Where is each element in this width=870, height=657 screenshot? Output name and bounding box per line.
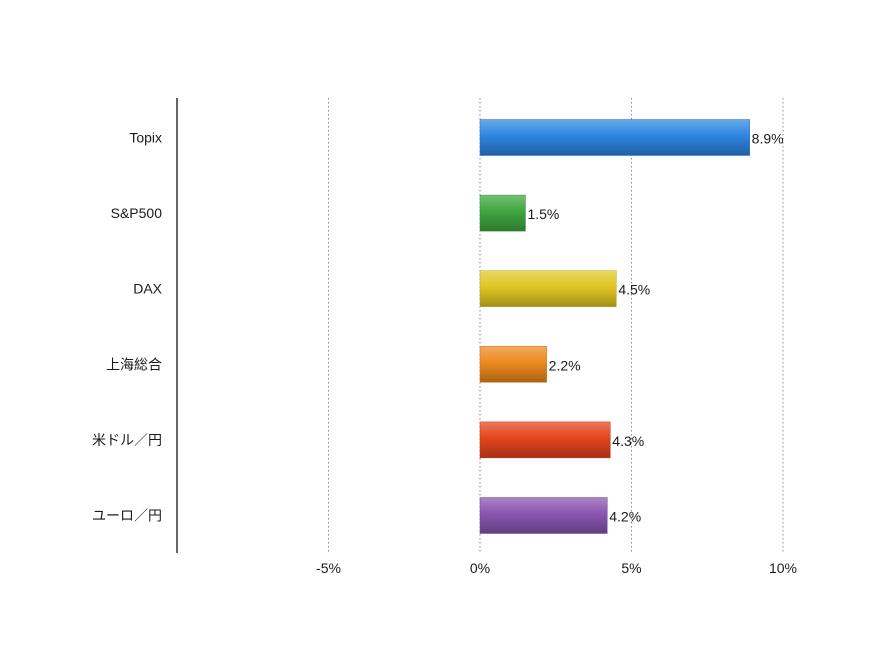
x-tick-label: 5% xyxy=(621,560,641,576)
value-label: 4.2% xyxy=(609,509,641,525)
value-label: 2.2% xyxy=(549,357,581,373)
value-label: 1.5% xyxy=(527,206,559,222)
category-label: 上海総合 xyxy=(106,356,162,372)
value-label: 8.9% xyxy=(752,131,784,147)
gridlines xyxy=(328,98,784,553)
category-label: Topix xyxy=(129,130,162,146)
x-tick-label: 10% xyxy=(769,560,797,576)
x-tick-label: -5% xyxy=(316,560,341,576)
category-label: DAX xyxy=(133,281,162,297)
bar xyxy=(479,497,608,534)
bar xyxy=(479,194,526,232)
bar xyxy=(479,270,617,307)
category-label: S&P500 xyxy=(111,205,163,221)
category-label: ユーロ／円 xyxy=(92,508,162,524)
value-label: 4.5% xyxy=(618,282,650,298)
bar xyxy=(479,119,750,156)
bar xyxy=(479,421,611,459)
labels: -5% 0% 5% 10% Topix 8.9% S&P500 1.5% DAX 4.5% 上海総合… xyxy=(92,130,797,577)
bars xyxy=(479,119,750,534)
bar xyxy=(479,346,547,383)
value-label: 4.3% xyxy=(612,433,644,449)
category-label: 米ドル／円 xyxy=(92,432,162,448)
x-tick-label: 0% xyxy=(470,560,490,576)
